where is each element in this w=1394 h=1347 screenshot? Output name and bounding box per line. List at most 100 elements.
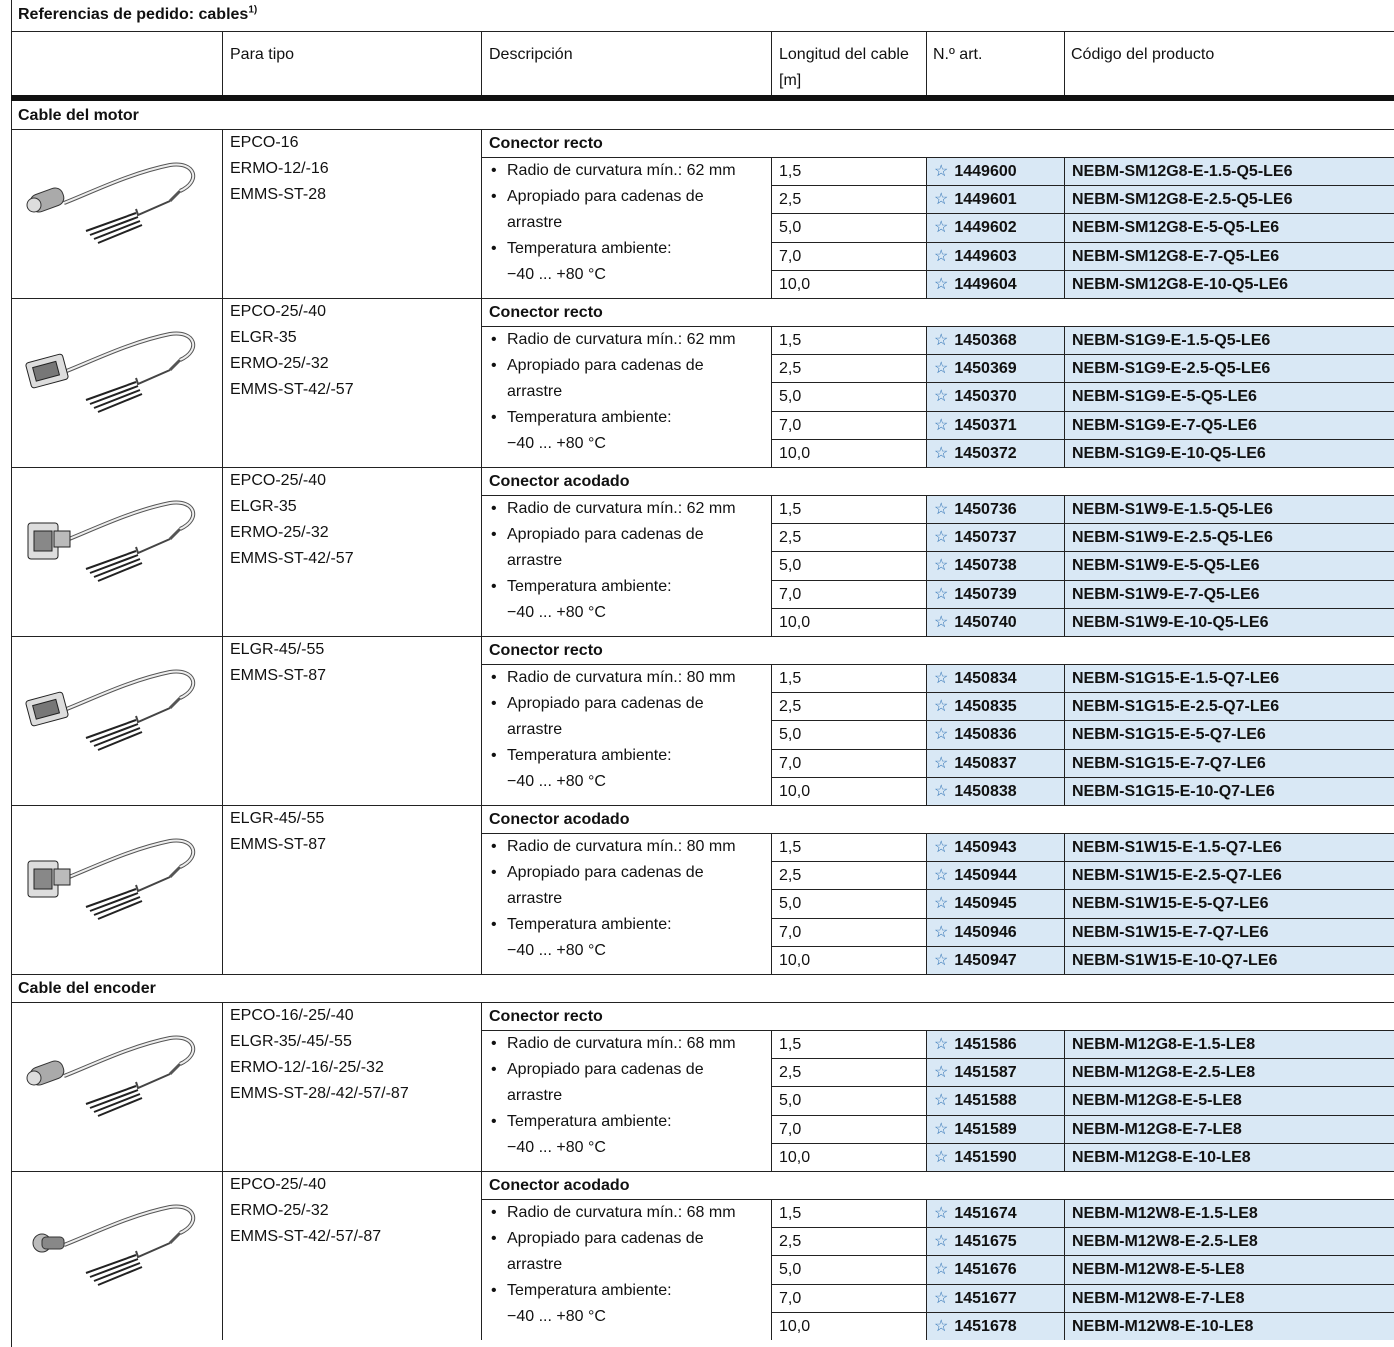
star-icon: ☆	[934, 332, 949, 349]
product-code: NEBM-S1G9-E-1.5-Q5-LE6	[1072, 332, 1271, 349]
column-rule	[1064, 1030, 1065, 1171]
product-code: NEBM-S1G9-E-7-Q5-LE6	[1072, 416, 1257, 434]
product-code: NEBM-M12G8-E-2.5-LE8	[1072, 1064, 1256, 1082]
cable-length: 7,0	[779, 585, 802, 603]
column-rule	[481, 1002, 482, 1171]
cable-length: 1,5	[779, 670, 802, 687]
bullet-dot: •	[491, 838, 497, 855]
cable-length: 7,0	[779, 1120, 802, 1138]
part-highlight	[927, 693, 1064, 721]
part-highlight	[927, 411, 1064, 439]
product-code: NEBM-SM12G8-E-1.5-Q5-LE6	[1072, 163, 1293, 180]
cable-length: 7,0	[779, 923, 802, 941]
description-line: Apropiado para cadenas de	[507, 357, 704, 374]
row-rule	[771, 1086, 1394, 1088]
part-highlight	[927, 777, 1064, 805]
code-highlight	[1065, 862, 1394, 890]
product-code: NEBM-S1W15-E-7-Q7-LE6	[1072, 923, 1269, 941]
part-highlight	[927, 270, 1064, 298]
product-code: NEBM-M12W8-E-5-LE8	[1072, 1261, 1245, 1279]
star-icon: ☆	[934, 1064, 949, 1082]
part-highlight	[927, 186, 1064, 214]
part-number: ☆ 1450837	[934, 755, 1017, 773]
column-rule	[771, 495, 772, 636]
code-highlight	[1065, 242, 1394, 270]
for-type-item: ELGR-35/-45/-55	[230, 1033, 352, 1050]
straight-rect-connector-cable-image	[25, 331, 196, 413]
description-line: arrastre	[507, 214, 563, 231]
product-code: NEBM-M12W8-E-1.5-LE8	[1072, 1205, 1258, 1222]
part-number: ☆ 1451587	[934, 1064, 1017, 1082]
row-rule	[771, 269, 1394, 271]
part-number-value: 1450740	[954, 613, 1017, 631]
part-highlight	[927, 580, 1064, 608]
straight-rect-connector-cable-image	[25, 669, 196, 751]
star-icon: ☆	[934, 444, 949, 462]
star-icon: ☆	[934, 867, 949, 885]
part-number-value: 1451589	[954, 1120, 1017, 1138]
code-highlight	[1065, 1115, 1394, 1143]
part-number: ☆ 1449603	[934, 248, 1017, 266]
header-part-no: N.º art.	[933, 46, 983, 63]
connector-rule	[481, 664, 1394, 665]
cable-length: 10,0	[779, 613, 811, 631]
description-line: arrastre	[507, 1256, 563, 1273]
star-icon: ☆	[934, 1289, 949, 1307]
part-number: ☆ 1450368	[934, 332, 1017, 350]
row-rule	[771, 1255, 1394, 1257]
row-rule	[771, 579, 1394, 581]
for-type-item: EMMS-ST-28/-42/-57/-87	[230, 1085, 409, 1102]
column-rule	[481, 129, 482, 298]
header-thick-rule	[11, 95, 1394, 101]
part-number: ☆ 1450369	[934, 360, 1017, 378]
part-highlight	[927, 749, 1064, 777]
part-number: ☆ 1450947	[934, 952, 1017, 970]
part-highlight	[927, 946, 1064, 974]
part-number-value: 1451675	[954, 1233, 1017, 1251]
for-type-item: EPCO-25/-40	[230, 303, 327, 320]
bullet-dot: •	[491, 747, 497, 764]
star-icon: ☆	[934, 1233, 949, 1251]
connector-type: Conector recto	[489, 135, 603, 152]
column-rule	[926, 833, 927, 974]
group-rule	[11, 467, 1394, 468]
part-number: ☆ 1449602	[934, 219, 1017, 237]
code-highlight	[1065, 1312, 1394, 1340]
cable-length: 1,5	[779, 1205, 802, 1222]
code-highlight	[1065, 552, 1394, 580]
column-rule	[926, 495, 927, 636]
column-rule	[771, 1030, 772, 1171]
row-rule	[771, 382, 1394, 384]
cable-length: 5,0	[779, 557, 802, 575]
description-line: Radio de curvatura mín.: 62 mm	[507, 500, 736, 517]
for-type-item: EMMS-ST-28	[230, 186, 327, 203]
part-highlight	[927, 1228, 1064, 1256]
description-line: Apropiado para cadenas de	[507, 695, 704, 712]
connector-type: Conector recto	[489, 304, 603, 321]
part-number-value: 1449601	[954, 191, 1017, 209]
row-rule	[771, 1283, 1394, 1285]
column-rule	[771, 326, 772, 467]
row-rule	[771, 551, 1394, 553]
for-type-item: ERMO-12/-16	[230, 160, 329, 177]
part-number-value: 1450370	[954, 388, 1017, 406]
part-number-value: 1451586	[954, 1036, 1017, 1053]
row-rule	[771, 607, 1394, 609]
part-number: ☆ 1449604	[934, 276, 1017, 294]
description-line: Radio de curvatura mín.: 68 mm	[507, 1204, 736, 1221]
group-rule	[11, 974, 1394, 975]
cable-length: 1,5	[779, 163, 802, 180]
bullet-dot: •	[491, 526, 497, 543]
part-number-value: 1450368	[954, 332, 1017, 349]
description-line: −40 ... +80 °C	[507, 1139, 606, 1156]
part-highlight	[927, 1115, 1064, 1143]
code-highlight	[1065, 580, 1394, 608]
for-type-item: ERMO-25/-32	[230, 1202, 329, 1219]
description-line: arrastre	[507, 1087, 563, 1104]
row-rule	[771, 241, 1394, 243]
part-highlight	[927, 383, 1064, 411]
connector-rule	[481, 495, 1394, 496]
part-number: ☆ 1450836	[934, 726, 1017, 744]
star-icon: ☆	[934, 726, 949, 744]
product-code: NEBM-S1G15-E-1.5-Q7-LE6	[1072, 670, 1280, 687]
